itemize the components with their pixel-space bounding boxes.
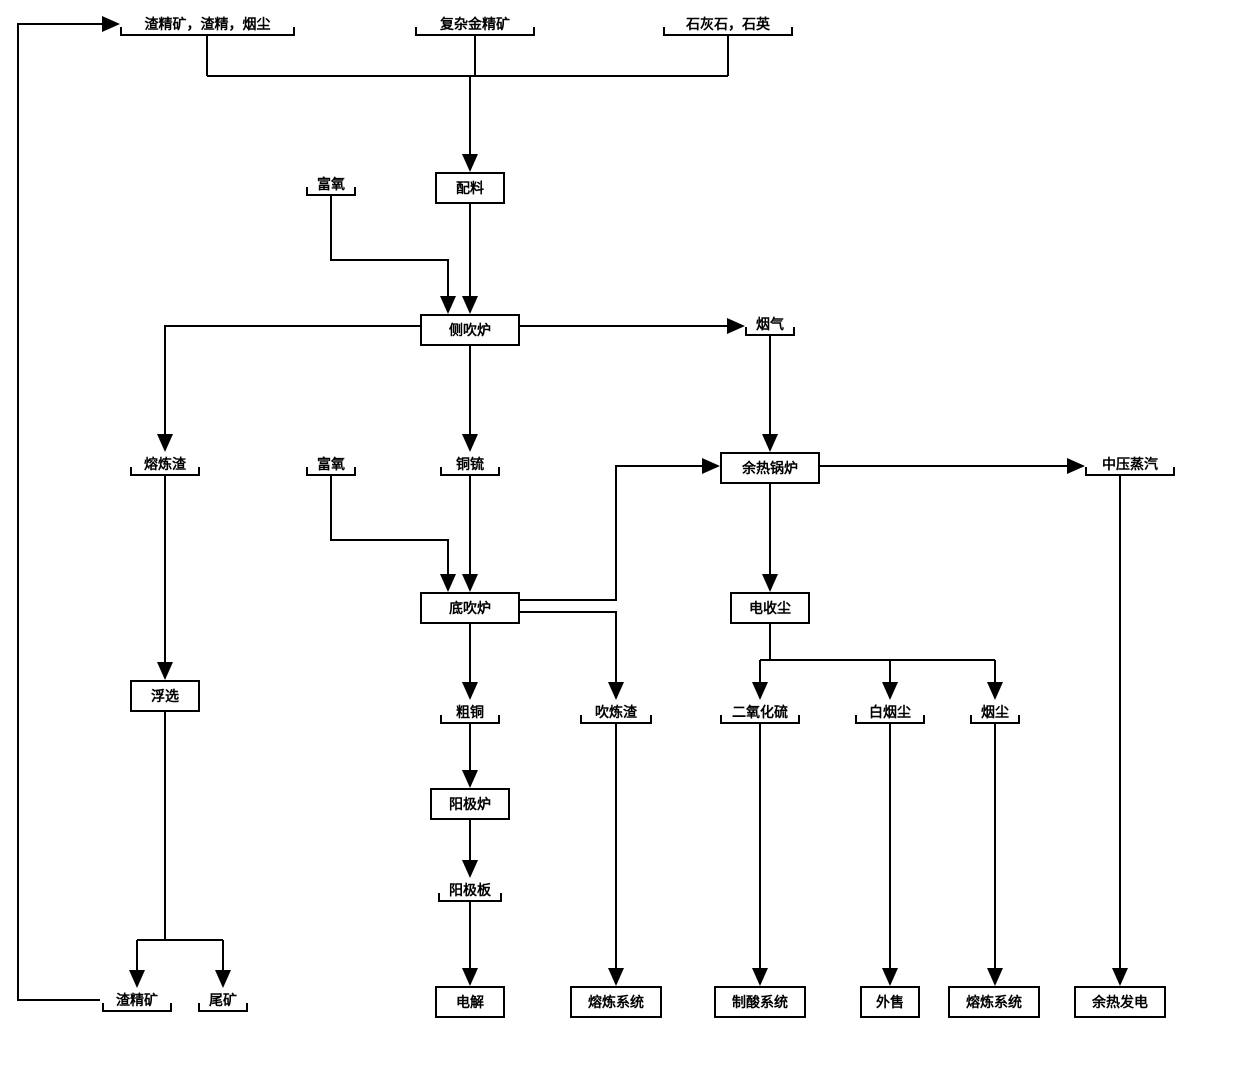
acid-system: 制酸系统 (714, 986, 806, 1018)
tailings: 尾矿 (198, 988, 248, 1012)
smelt-system-2: 熔炼系统 (948, 986, 1040, 1018)
converting-slag: 吹炼渣 (580, 700, 652, 724)
waste-heat-power: 余热发电 (1074, 986, 1166, 1018)
waste-heat-boiler: 余热锅炉 (720, 452, 820, 484)
oxygen-a: 富氧 (306, 172, 356, 196)
blister-copper: 粗铜 (440, 700, 500, 724)
dust-label: 烟尘 (970, 700, 1020, 724)
slag-concentrate: 渣精矿 (102, 988, 172, 1012)
smelting-slag: 熔炼渣 (130, 452, 200, 476)
anode-furnace: 阳极炉 (430, 788, 510, 820)
bottom-blow-furnace: 底吹炉 (420, 592, 520, 624)
external-sale: 外售 (860, 986, 920, 1018)
input-limestone: 石灰石，石英 (663, 12, 793, 36)
smelt-system-1: 熔炼系统 (570, 986, 662, 1018)
electrolysis-box: 电解 (435, 986, 505, 1018)
oxygen-b: 富氧 (306, 452, 356, 476)
side-blow-furnace: 侧吹炉 (420, 314, 520, 346)
mp-steam: 中压蒸汽 (1085, 452, 1175, 476)
input-complex-ore: 复杂金精矿 (415, 12, 535, 36)
flue-gas: 烟气 (745, 312, 795, 336)
blending-box: 配料 (435, 172, 505, 204)
flow-lines (0, 0, 1239, 1078)
white-dust: 白烟尘 (855, 700, 925, 724)
anode-plate: 阳极板 (438, 878, 502, 902)
esp-box: 电收尘 (730, 592, 810, 624)
so2-label: 二氧化硫 (720, 700, 800, 724)
copper-matte: 铜锍 (440, 452, 500, 476)
flotation-box: 浮选 (130, 680, 200, 712)
input-slag-conc: 渣精矿，渣精，烟尘 (120, 12, 295, 36)
